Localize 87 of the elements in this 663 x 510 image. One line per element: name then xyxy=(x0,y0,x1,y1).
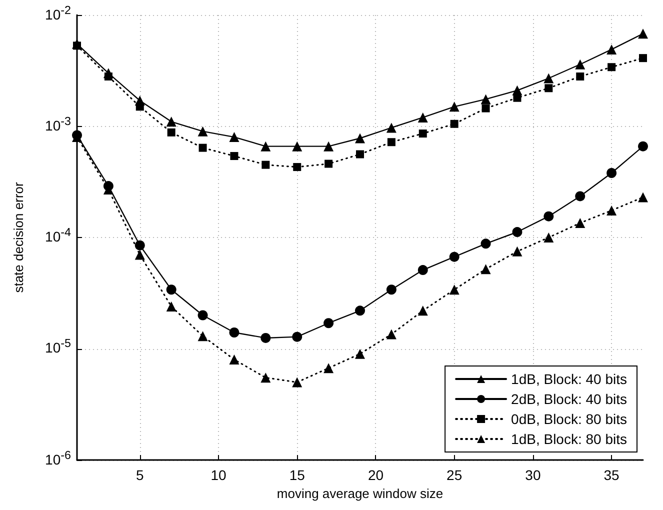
point xyxy=(103,181,114,192)
point xyxy=(324,363,334,374)
legend-label: 1dB, Block: 80 bits xyxy=(511,431,627,447)
point xyxy=(386,122,396,133)
point xyxy=(575,191,586,202)
x-tick-label: 20 xyxy=(368,467,384,483)
point xyxy=(134,96,145,106)
y-tick-label: 10$^{-6}$ xyxy=(45,448,71,468)
x-tick-label: 5 xyxy=(136,467,144,483)
point xyxy=(229,327,240,338)
point xyxy=(198,126,208,136)
point xyxy=(134,250,145,260)
point xyxy=(386,329,396,340)
point xyxy=(103,68,114,78)
point xyxy=(418,306,428,316)
point xyxy=(324,141,334,152)
point xyxy=(480,238,491,249)
point xyxy=(230,152,238,160)
point xyxy=(386,284,396,295)
point xyxy=(260,141,271,152)
point xyxy=(229,132,240,142)
y-tick-label: 10$^{-5}$ xyxy=(45,337,71,356)
point xyxy=(166,301,176,312)
point xyxy=(544,232,554,242)
point xyxy=(449,252,460,262)
legend-label: 1dB, Block: 40 bits xyxy=(511,371,627,387)
point xyxy=(544,73,554,84)
point xyxy=(356,150,364,158)
y-axis-title: state decision error xyxy=(11,182,26,293)
legend-label: 0dB, Block: 80 bits xyxy=(511,411,627,427)
point xyxy=(639,54,647,62)
point xyxy=(576,72,584,81)
point xyxy=(72,38,82,49)
point xyxy=(166,284,176,295)
point xyxy=(606,205,617,216)
point xyxy=(606,168,617,178)
y-tick-label: 10$^{-4}$ xyxy=(45,226,71,245)
point xyxy=(134,240,145,250)
x-tick-label: 10 xyxy=(210,467,226,483)
point xyxy=(166,116,176,127)
point xyxy=(418,265,428,276)
point xyxy=(544,84,553,92)
point xyxy=(198,310,208,320)
point xyxy=(418,112,428,122)
point xyxy=(198,144,207,152)
point xyxy=(512,246,522,256)
point xyxy=(293,163,302,172)
x-tick-label: 15 xyxy=(289,467,306,483)
point xyxy=(449,284,460,295)
point xyxy=(355,306,365,316)
legend-label: 2dB, Block: 40 bits xyxy=(511,391,627,407)
point xyxy=(262,160,270,169)
point xyxy=(292,332,302,342)
point xyxy=(449,102,460,112)
point xyxy=(608,63,616,72)
point xyxy=(480,264,491,274)
point xyxy=(575,218,586,228)
point xyxy=(324,160,333,168)
point xyxy=(512,227,522,238)
point xyxy=(606,44,617,54)
point xyxy=(260,372,271,383)
point xyxy=(450,120,458,128)
point xyxy=(638,141,648,152)
point xyxy=(544,211,554,222)
point xyxy=(292,377,302,388)
point xyxy=(482,104,490,112)
point xyxy=(355,348,365,359)
point xyxy=(418,130,427,138)
x-tick-label: 30 xyxy=(525,467,541,483)
y-tick-label: 10$^{-3}$ xyxy=(45,114,71,134)
point xyxy=(229,354,240,365)
point xyxy=(167,128,176,136)
point xyxy=(480,94,491,104)
y-tick-label: 10$^{-2}$ xyxy=(45,4,71,22)
x-axis-title: moving average window size xyxy=(276,486,444,501)
point xyxy=(260,332,271,343)
point xyxy=(638,28,648,39)
x-tick-label: 25 xyxy=(446,467,462,483)
point xyxy=(292,141,302,152)
point xyxy=(324,318,334,328)
point xyxy=(198,331,208,342)
point xyxy=(638,192,648,202)
point xyxy=(355,133,365,144)
point xyxy=(387,138,396,146)
point xyxy=(512,85,522,96)
point xyxy=(575,59,586,70)
x-tick-label: 35 xyxy=(604,467,620,483)
